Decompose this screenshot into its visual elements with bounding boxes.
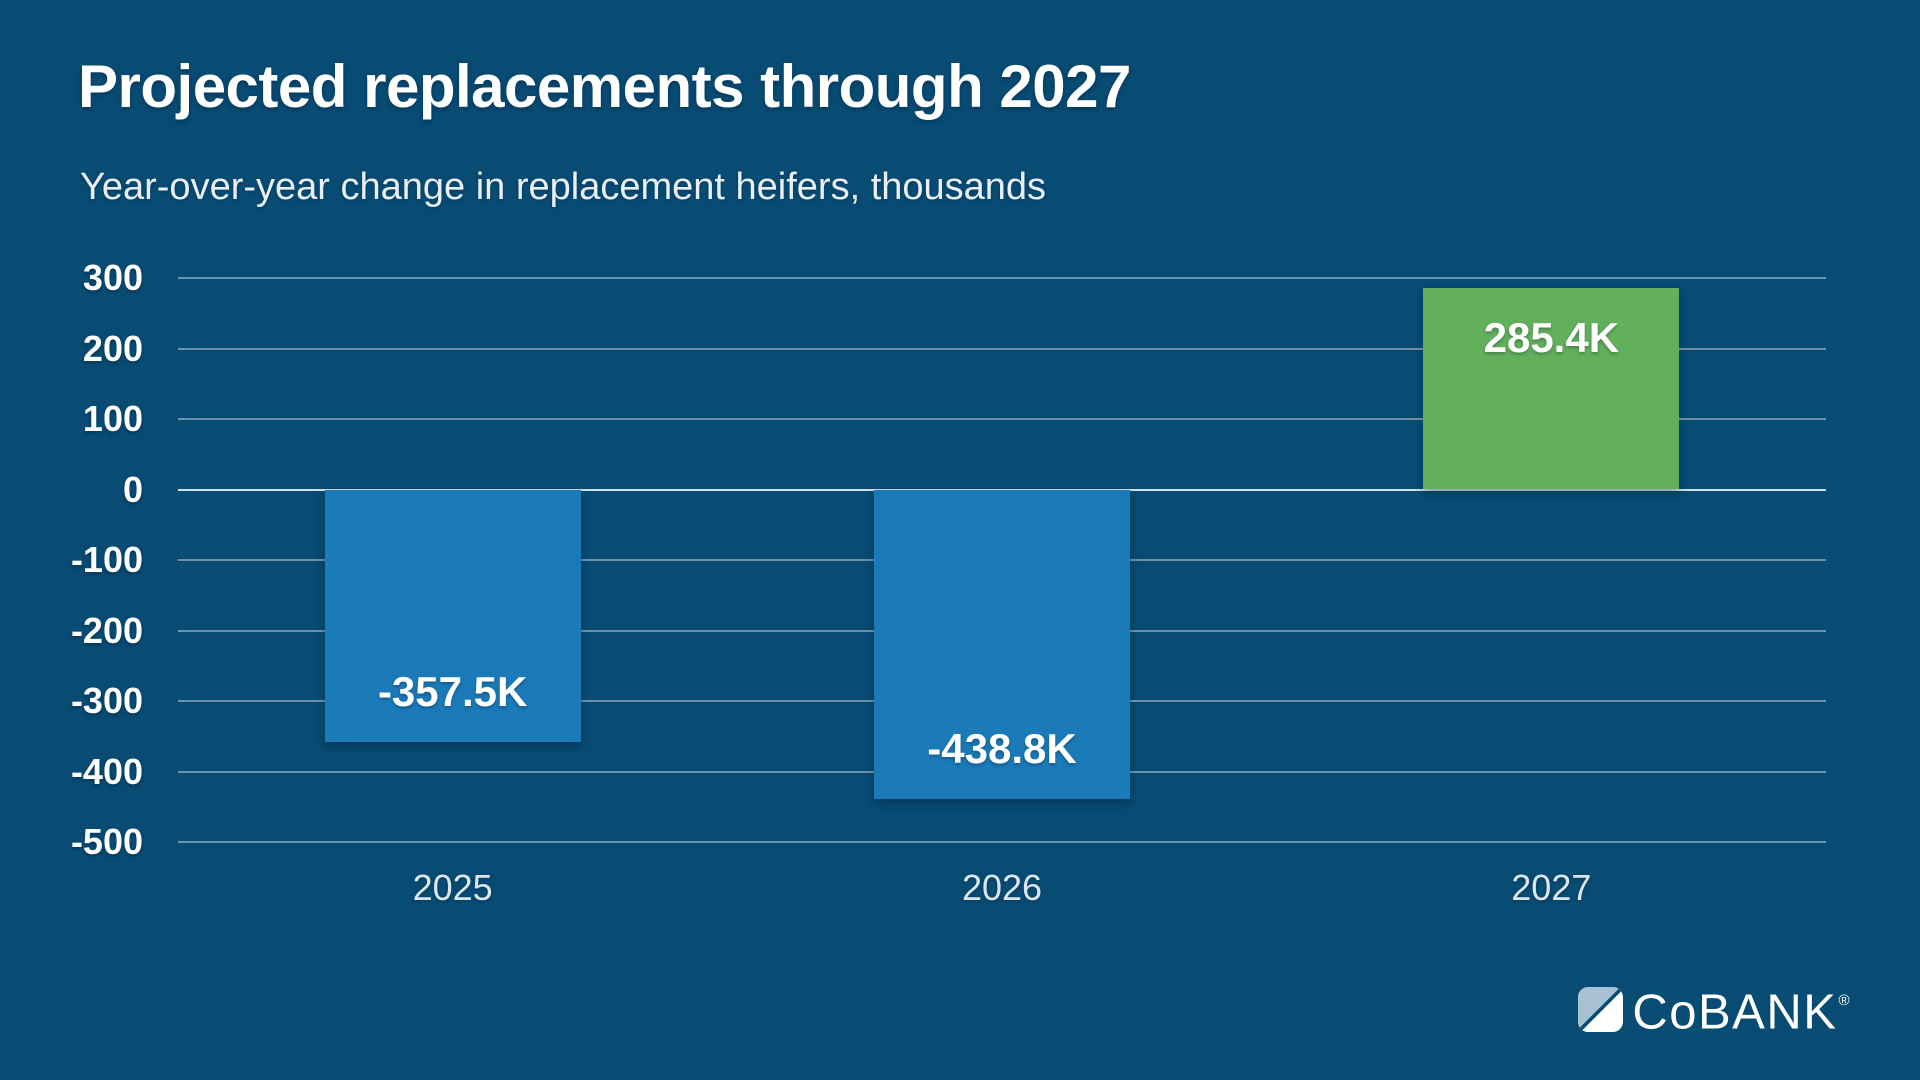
- bar-2025: -357.5K: [324, 489, 581, 742]
- gridline-300: [178, 277, 1826, 279]
- cobank-wordmark: CoBANK®: [1632, 982, 1850, 1037]
- bar-value-label-2026: -438.8K: [927, 724, 1077, 772]
- chart-subtitle: Year-over-year change in replacement hei…: [80, 166, 1047, 208]
- y-tick-label-300: 300: [82, 257, 143, 298]
- plot-area: 300 200 100 0 -100 -200 -300 -400 -500 -357.5K -4…: [71, 257, 1826, 908]
- x-tick-label-2026: 2026: [961, 867, 1043, 908]
- y-tick-label--500: -500: [70, 821, 143, 862]
- y-tick-label--200: -200: [70, 609, 143, 651]
- bar-2026: -438.8K: [874, 489, 1130, 799]
- bar-value-label-2027: 285.4K: [1483, 314, 1620, 362]
- cobank-logo: CoBANK®: [1578, 982, 1850, 1037]
- gridline-100: [178, 418, 1826, 420]
- bar-2027: 285.4K: [1423, 288, 1680, 490]
- gridline-200: [178, 347, 1826, 350]
- cobank-logo-icon: [1578, 987, 1624, 1033]
- y-tick-label--300: -300: [70, 680, 143, 721]
- y-tick-label--100: -100: [70, 539, 143, 580]
- y-tick-label-100: 100: [82, 398, 143, 439]
- x-tick-label-2025: 2025: [412, 867, 493, 908]
- y-tick-label--400: -400: [70, 750, 143, 792]
- registered-mark: ®: [1838, 992, 1851, 1009]
- bar-value-label-2025: -357.5K: [377, 667, 528, 715]
- gridline--500: [178, 841, 1826, 843]
- y-tick-label-0: 0: [122, 468, 143, 510]
- x-tick-label-2027: 2027: [1511, 867, 1592, 908]
- chart-title: Projected replacements through 2027: [78, 53, 1131, 120]
- cobank-wordmark-text: CoBANK: [1632, 985, 1838, 1040]
- y-tick-label-200: 200: [82, 327, 143, 369]
